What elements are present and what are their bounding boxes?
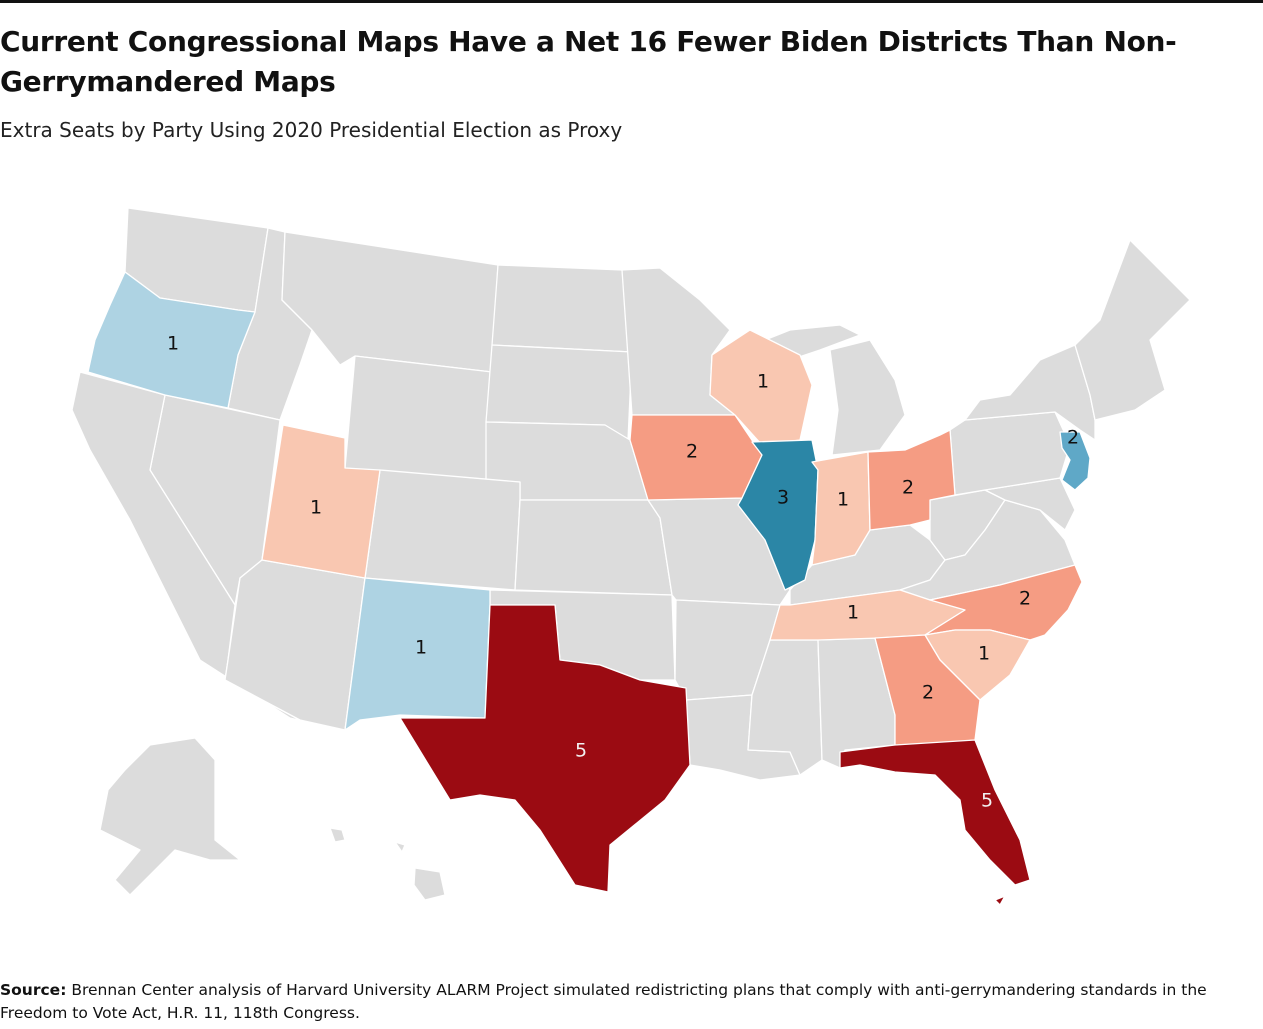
state-alaska bbox=[99, 737, 241, 896]
state-north-carolina bbox=[924, 564, 1083, 641]
state-new-jersey bbox=[1059, 431, 1091, 491]
label-iowa: 2 bbox=[686, 441, 698, 463]
state-wyoming bbox=[344, 355, 493, 483]
state-texas bbox=[399, 604, 691, 893]
state-arizona bbox=[224, 559, 366, 731]
source-text: Brennan Center analysis of Harvard Unive… bbox=[0, 981, 1207, 1022]
label-oregon: 1 bbox=[167, 333, 179, 355]
chart-title: Current Congressional Maps Have a Net 16… bbox=[0, 25, 1177, 98]
neutral-states bbox=[71, 207, 1191, 901]
state-georgia bbox=[874, 634, 981, 749]
label-florida: 5 bbox=[981, 790, 993, 812]
source-note: Source: Brennan Center analysis of Harva… bbox=[0, 979, 1255, 1025]
label-illinois: 3 bbox=[777, 487, 789, 509]
state-colorado bbox=[364, 469, 521, 591]
label-wisconsin: 1 bbox=[757, 371, 769, 393]
chart-subtitle: Extra Seats by Party Using 2020 Presiden… bbox=[0, 118, 623, 142]
state-hawaii bbox=[329, 827, 446, 901]
label-indiana: 1 bbox=[837, 489, 849, 511]
label-south-carolina: 1 bbox=[978, 643, 990, 665]
state-north-dakota bbox=[491, 264, 633, 353]
label-georgia: 2 bbox=[922, 682, 934, 704]
label-ohio: 2 bbox=[902, 477, 914, 499]
state-oregon bbox=[87, 271, 256, 409]
label-new-mexico: 1 bbox=[415, 637, 427, 659]
state-ohio bbox=[867, 429, 956, 531]
state-utah bbox=[261, 424, 381, 579]
state-kansas bbox=[514, 499, 673, 596]
state-new-england bbox=[1074, 239, 1191, 421]
seat-labels: 1 1 1 5 2 1 3 1 2 1 2 1 2 5 2 bbox=[167, 333, 1079, 812]
label-utah: 1 bbox=[310, 497, 322, 519]
state-florida bbox=[839, 739, 1031, 906]
state-michigan bbox=[829, 339, 906, 456]
top-rule bbox=[0, 0, 1263, 3]
label-tennessee: 1 bbox=[847, 602, 859, 624]
state-montana bbox=[281, 231, 499, 373]
state-new-mexico bbox=[344, 577, 491, 731]
label-north-carolina: 2 bbox=[1019, 588, 1031, 610]
us-map-svg: 1 1 1 5 2 1 3 1 2 1 2 1 2 5 2 bbox=[71, 207, 1191, 906]
label-texas: 5 bbox=[575, 740, 587, 762]
us-map: 1 1 1 5 2 1 3 1 2 1 2 1 2 5 2 bbox=[0, 190, 1263, 920]
highlighted-states bbox=[87, 271, 1091, 906]
source-label: Source: bbox=[0, 981, 67, 999]
label-new-jersey: 2 bbox=[1067, 427, 1079, 449]
